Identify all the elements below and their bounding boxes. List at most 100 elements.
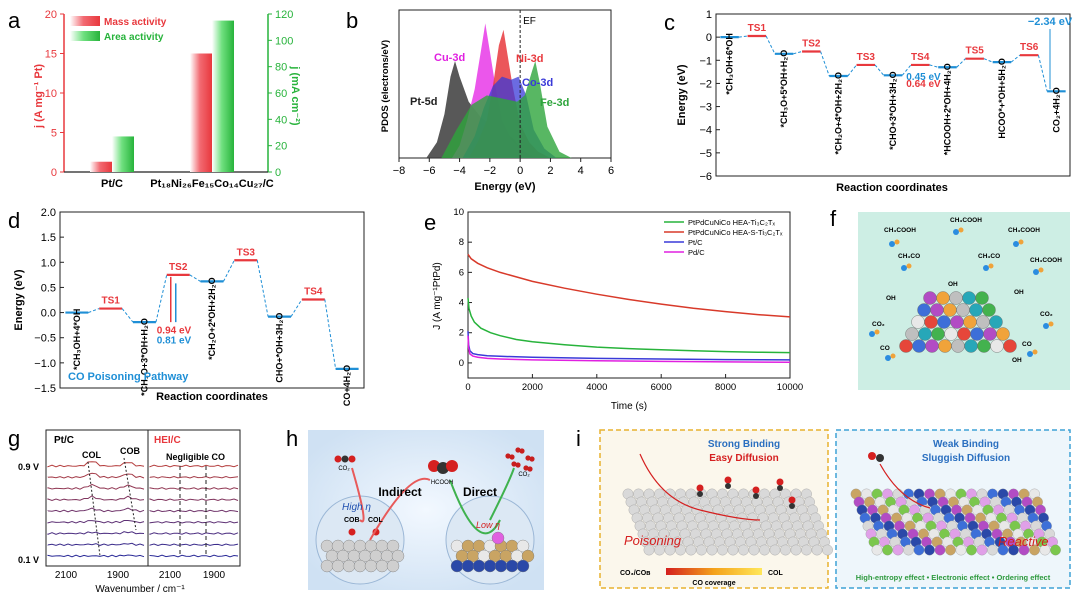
i-co-adsorbate xyxy=(788,496,796,504)
i-right-atom xyxy=(987,544,998,556)
f-atom xyxy=(957,327,971,341)
d-ts-label: TS4 xyxy=(304,286,323,297)
panel-label-a: a xyxy=(8,8,21,33)
b-x-tick-label: −6 xyxy=(423,165,436,177)
d-y-tick-label: −0.5 xyxy=(34,333,56,345)
c-xlabel: Reaction coordinates xyxy=(836,182,948,194)
f-molecule-atom xyxy=(1038,267,1044,273)
panel-b: b EF −8 −6 −4 −2 0 2 4 6 Energy (eV) PDOS (elec… xyxy=(346,8,614,193)
f-molecule-atom xyxy=(890,353,896,359)
f-atom xyxy=(949,291,963,305)
b-xlabel: Energy (eV) xyxy=(474,181,535,193)
h-co2-molecule xyxy=(529,456,535,462)
d-y-tick-label: 1.5 xyxy=(41,232,56,244)
h-surface-atom xyxy=(521,549,535,563)
f-atom xyxy=(917,303,931,317)
panel-c: c −6 −5 −4 −3 −2 −1 0 1 *CH₃OH+6*OH TS1 *CH₃O+5*O… xyxy=(664,9,1073,194)
a-legend-swatch-mass xyxy=(70,16,100,26)
h-surface-atom xyxy=(320,559,334,573)
h-surface-atom xyxy=(461,559,475,573)
d-connector xyxy=(121,308,134,323)
f-molecule-atom xyxy=(894,239,900,245)
i-right-atom xyxy=(1050,544,1061,556)
h-arrow-left xyxy=(351,467,365,523)
f-molecule-label: CO₂ xyxy=(1040,311,1053,318)
a-bars xyxy=(90,20,234,173)
c-y-tick-label: −5 xyxy=(699,148,712,160)
i-left-atom xyxy=(769,544,781,556)
h-surface-atom xyxy=(505,559,519,573)
h-co2-left-label: CO₂ xyxy=(338,466,350,472)
g-spectrum-hei xyxy=(149,475,239,479)
h-co-atom xyxy=(348,528,356,536)
h-cob-label: COB xyxy=(344,517,360,524)
d-y-tick-label: −1.0 xyxy=(34,358,56,370)
c-annot-064: 0.64 eV xyxy=(906,79,941,90)
g-potential-high: 0.9 V xyxy=(18,462,39,472)
d-ylabel: Energy (eV) xyxy=(13,269,25,330)
c-ts-label: TS4 xyxy=(911,52,930,63)
f-molecule-label: CH₃CO xyxy=(978,253,1000,260)
f-molecule-atom xyxy=(906,263,912,269)
g-spectrum-ptc xyxy=(47,507,145,513)
c-y-tick-label: −6 xyxy=(699,171,712,183)
f-atom xyxy=(1003,339,1017,353)
h-surface-atom xyxy=(386,539,400,553)
g-annot-cob: COB xyxy=(120,446,141,456)
d-y-tick-label: −1.5 xyxy=(34,383,56,395)
b-x-tick-label: −8 xyxy=(393,165,406,177)
i-co-adsorbate xyxy=(789,503,795,509)
g-spectrum-ptc xyxy=(47,495,145,502)
i-left-atom xyxy=(727,544,739,556)
panel-label-f: f xyxy=(830,206,837,231)
i-right-atom xyxy=(871,544,883,556)
i-left-atom xyxy=(696,544,707,556)
f-molecule-label: CH₃COOH xyxy=(950,217,982,224)
a-right-tick-label: 20 xyxy=(275,141,287,153)
d-y-tick-label: 0.5 xyxy=(41,282,56,294)
f-molecule-atom xyxy=(869,331,875,337)
c-connector xyxy=(1037,55,1048,92)
c-state-label: *CH₃OH+6*OH xyxy=(725,33,735,94)
a-category-label-ptc: Pt/C xyxy=(101,178,123,190)
i-co-adsorbate xyxy=(776,478,784,486)
g-spectrum-ptc xyxy=(47,531,145,536)
i-molecule xyxy=(868,452,876,460)
e-y-tick-label: 6 xyxy=(459,267,464,278)
g-spectrum-ptc xyxy=(47,461,145,468)
a-bar-area xyxy=(112,136,134,172)
g-spectrum-ptc xyxy=(47,554,145,558)
e-y-tick-label: 2 xyxy=(459,328,464,339)
g-spectra xyxy=(47,457,239,558)
e-ylabel: J (A mg⁻¹PtPd) xyxy=(432,262,443,330)
i-left-atom xyxy=(717,544,728,556)
d-connector xyxy=(256,260,269,317)
e-legend-label: PtPdCuNiCo HEA-Ti₃C₂Tₓ xyxy=(688,218,775,227)
h-surface-atom xyxy=(494,559,508,573)
d-state-label: CO+4H₂O xyxy=(342,365,352,406)
panel-label-h: h xyxy=(286,426,298,451)
a-right-tick-label: 80 xyxy=(275,62,287,74)
d-ts-label: TS2 xyxy=(169,262,188,273)
g-cob-guide xyxy=(123,457,137,531)
i-right-atom xyxy=(934,544,946,556)
b-label-ni: Ni-3d xyxy=(516,53,544,65)
d-subtitle: CO Poisoning Pathway xyxy=(68,371,189,383)
i-poisoning-tag: Poisoning xyxy=(624,533,682,548)
panel-label-c: c xyxy=(664,10,675,35)
h-co2-molecule xyxy=(515,462,521,468)
i-reactive-tag: Reactive xyxy=(998,534,1049,549)
c-state-label: HCOO*+*OH+5H₂O xyxy=(997,58,1007,139)
c-connector xyxy=(793,51,803,55)
i-effects: High-entropy effect • Electronic effect … xyxy=(856,573,1051,582)
c-state-label: *CH₃O+5*OH+H₂O xyxy=(779,50,789,128)
g-plot-frame xyxy=(45,429,241,567)
f-atom xyxy=(924,315,938,329)
h-high-eta: High η xyxy=(342,502,371,513)
g-spectrum-hei xyxy=(149,487,239,490)
h-surface-atom xyxy=(483,559,497,573)
i-co-adsorbate xyxy=(724,476,732,484)
f-atom xyxy=(918,327,932,341)
